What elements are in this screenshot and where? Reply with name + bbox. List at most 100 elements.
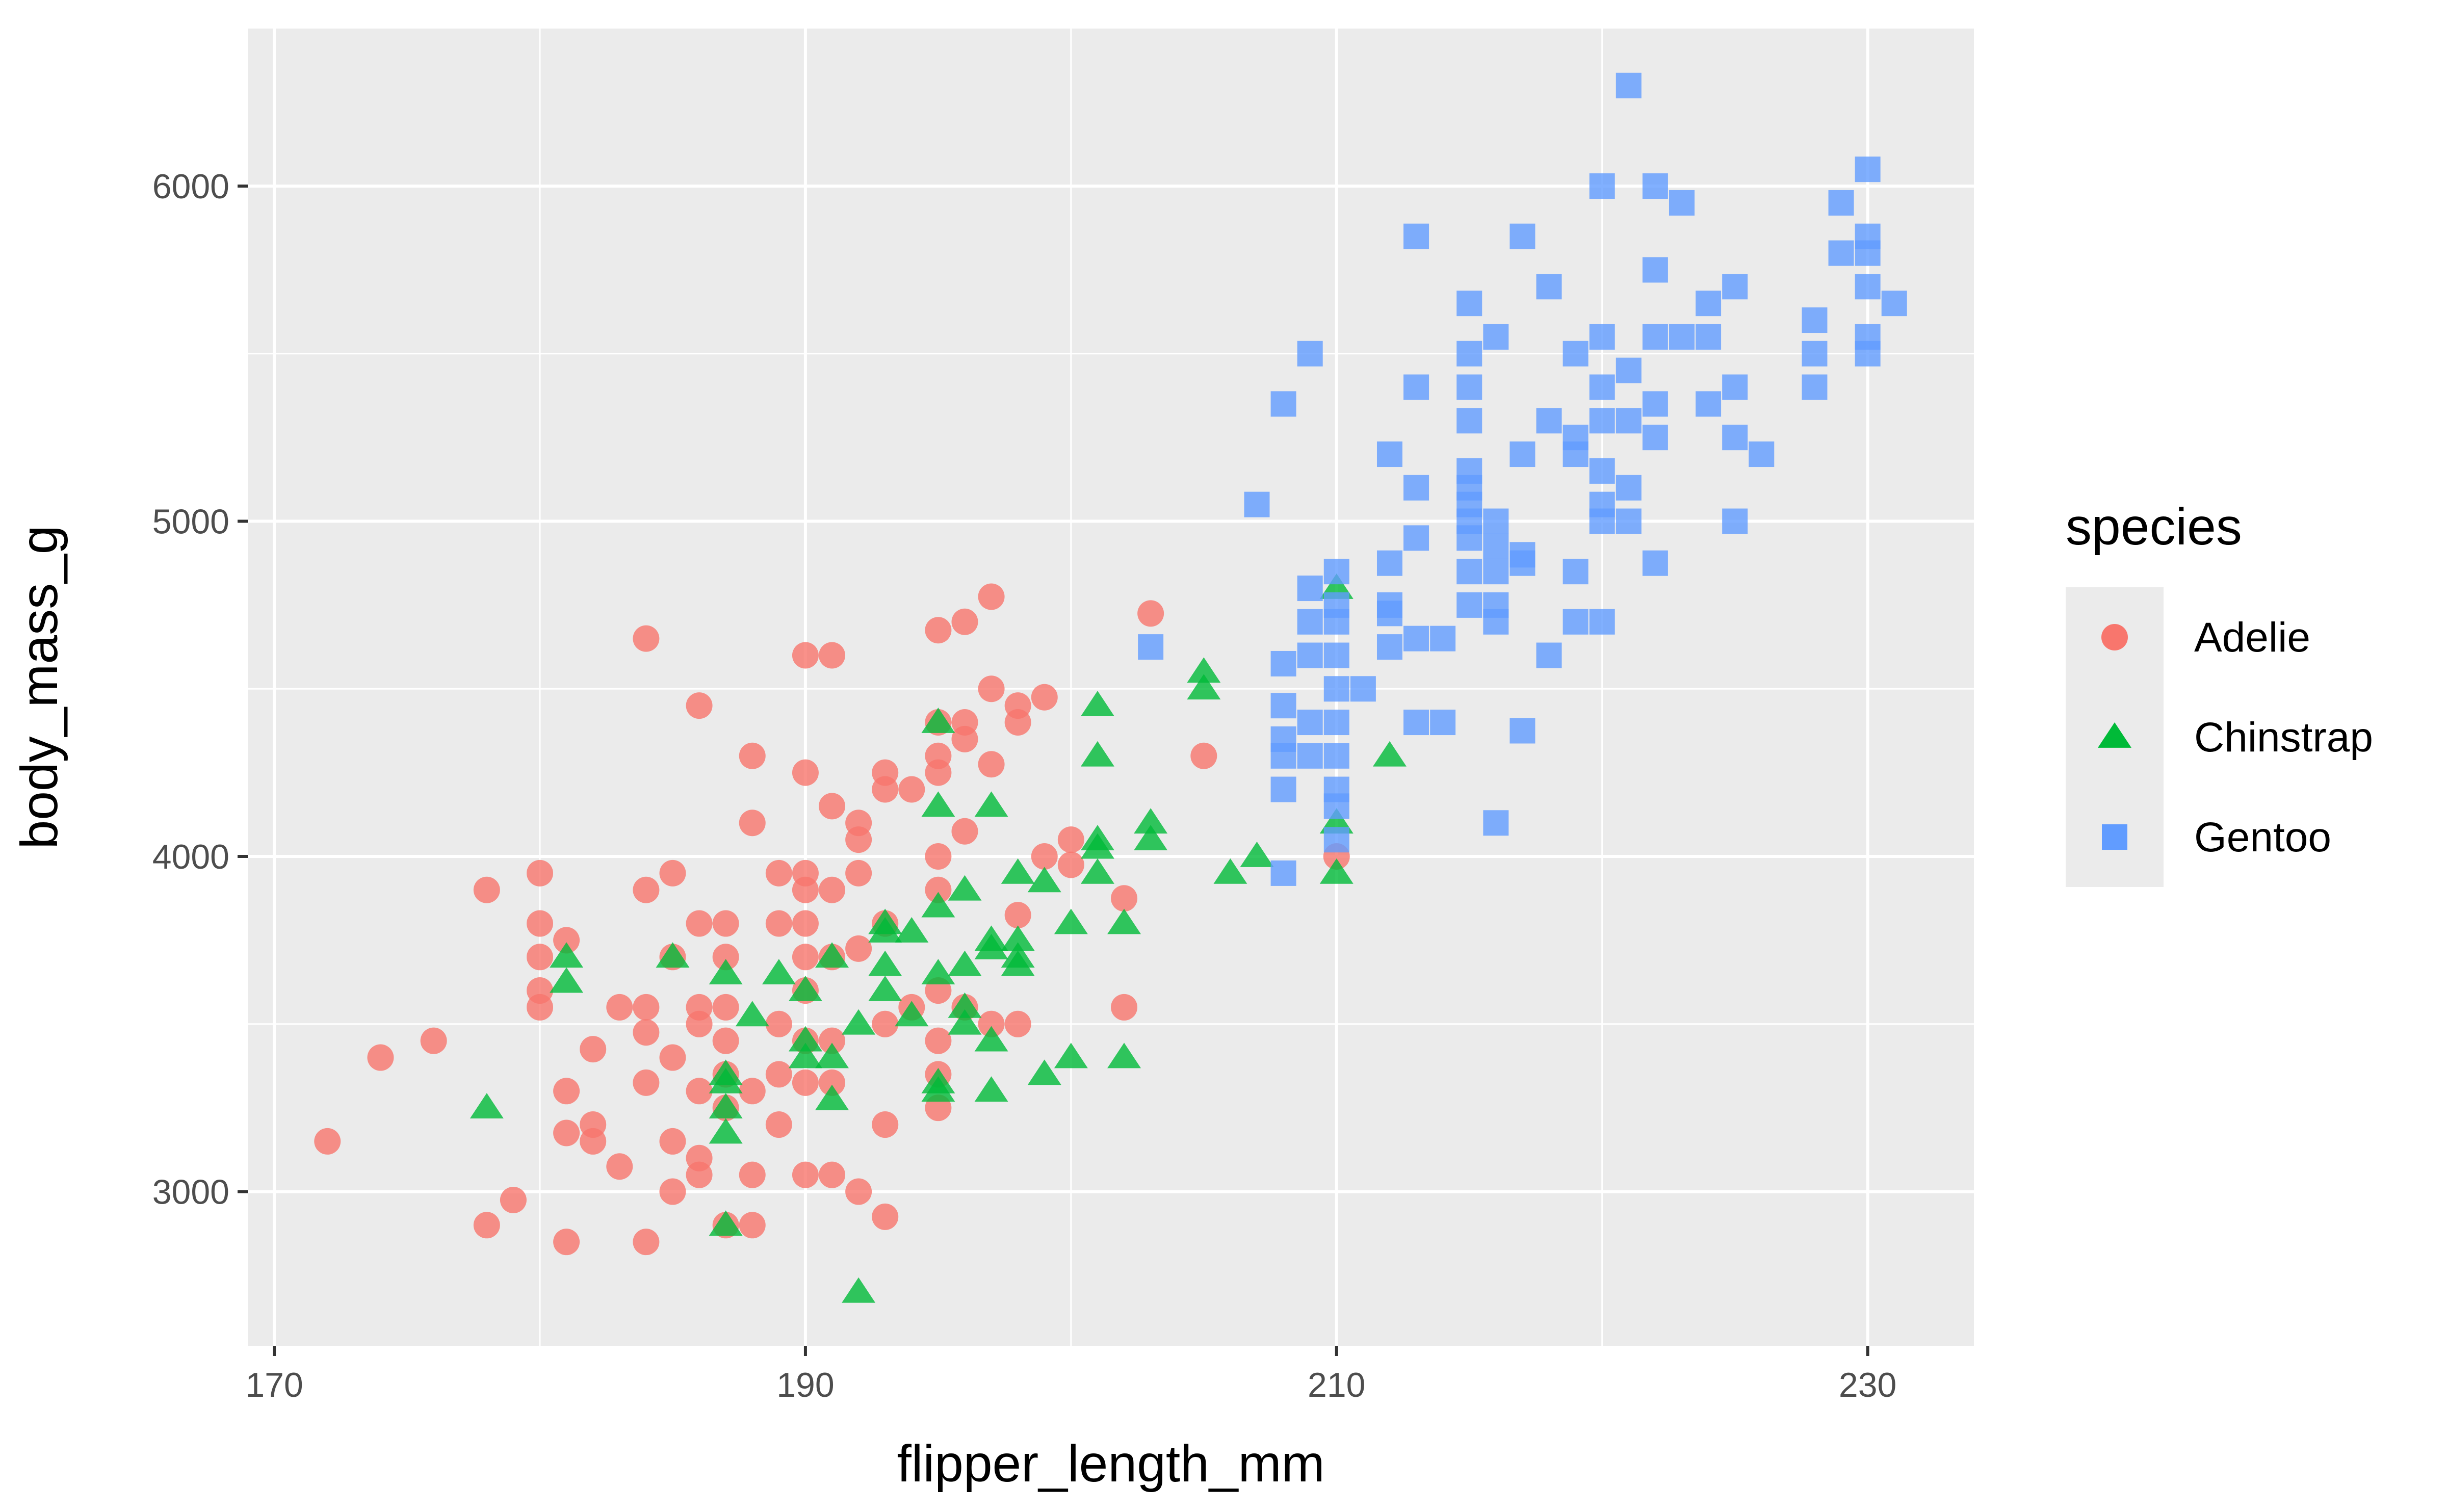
gentoo-point [1350, 676, 1376, 702]
gentoo-point [1589, 508, 1615, 534]
gentoo-point [1563, 609, 1589, 635]
gentoo-point [1642, 391, 1668, 417]
chinstrap-point [1080, 741, 1114, 767]
chinstrap-point [815, 1042, 849, 1068]
chinstrap-point [1027, 867, 1061, 893]
gentoo-point [1696, 291, 1722, 317]
adelie-point [1031, 684, 1058, 711]
gentoo-point [1828, 190, 1854, 216]
gentoo-point [1563, 341, 1589, 367]
legend-item-chinstrap: Chinstrap [2098, 714, 2373, 761]
gentoo-point [1483, 810, 1509, 836]
adelie-point [978, 1010, 1005, 1037]
adelie-point [819, 642, 846, 669]
adelie-point [872, 1010, 899, 1037]
x-tick-label: 170 [245, 1366, 303, 1404]
gentoo-point [1456, 592, 1482, 618]
gentoo-point [1403, 475, 1429, 501]
series-adelie [314, 583, 1350, 1256]
chinstrap-point [550, 942, 584, 968]
x-axis-title: flipper_length_mm [897, 1435, 1324, 1493]
gentoo-point [1642, 550, 1668, 576]
y-tick-label: 5000 [152, 503, 229, 541]
chinstrap-point [1240, 842, 1274, 867]
chinstrap-point [921, 892, 955, 918]
adelie-point [686, 692, 713, 719]
gentoo-point [1456, 559, 1482, 585]
chinstrap-point [1213, 858, 1247, 884]
adelie-point [925, 759, 952, 786]
chinstrap-point [788, 976, 822, 1001]
gentoo-point [1270, 391, 1296, 417]
gentoo-point [1828, 240, 1854, 266]
chinstrap-point [1319, 858, 1353, 884]
gentoo-point [1456, 374, 1482, 400]
adelie-point [606, 994, 633, 1021]
adelie-point [819, 793, 846, 820]
gentoo-point [1297, 576, 1323, 602]
adelie-point [872, 1111, 899, 1138]
adelie-point [765, 1111, 792, 1138]
gentoo-point [1456, 408, 1482, 434]
gentoo-point [1323, 827, 1349, 853]
gentoo-point [1642, 324, 1668, 350]
gentoo-point [1536, 408, 1562, 434]
gentoo-point [1616, 72, 1642, 98]
chinstrap-point [974, 933, 1008, 959]
chinstrap-point [948, 1009, 982, 1035]
chinstrap-point [868, 976, 902, 1001]
gentoo-point [1270, 743, 1296, 769]
gentoo-point [1483, 533, 1509, 559]
y-tick-label: 6000 [152, 167, 229, 206]
adelie-point [792, 759, 819, 786]
gentoo-point [1802, 307, 1828, 333]
x-tick-label: 190 [776, 1366, 834, 1404]
gentoo-point [1802, 374, 1828, 400]
chinstrap-point [709, 1093, 743, 1119]
chinstrap-point [1001, 925, 1035, 951]
gentoo-point [1855, 240, 1881, 266]
legend-label: Adelie [2194, 614, 2310, 661]
chinstrap-point [709, 1210, 743, 1236]
adelie-point [686, 1010, 713, 1037]
gentoo-point [1323, 559, 1349, 585]
adelie-point [739, 1161, 766, 1188]
gentoo-point [1270, 693, 1296, 719]
gentoo-point [1376, 634, 1402, 660]
gentoo-point [1616, 475, 1642, 501]
legend-key-gentoo [2102, 824, 2127, 850]
chinstrap-point [1080, 691, 1114, 717]
gentoo-point [1642, 173, 1668, 199]
legend: species Adelie Chinstrap Gentoo [2066, 498, 2373, 887]
adelie-point [633, 1229, 660, 1256]
chinstrap-point [815, 942, 849, 968]
gentoo-point [1589, 324, 1615, 350]
gentoo-point [1642, 257, 1668, 283]
chinstrap-point [1187, 657, 1221, 683]
adelie-point [553, 1229, 580, 1256]
gentoo-point [1881, 291, 1907, 317]
adelie-point [792, 944, 819, 971]
gentoo-point [1696, 324, 1722, 350]
gentoo-point [1483, 609, 1509, 635]
chinstrap-point [1187, 674, 1221, 700]
chinstrap-point [895, 917, 929, 943]
adelie-point [765, 910, 792, 937]
chinstrap-point [1134, 825, 1168, 851]
gentoo-point [1270, 650, 1296, 676]
gentoo-point [1509, 223, 1535, 249]
gentoo-point [1509, 550, 1535, 576]
gentoo-point [1403, 710, 1429, 736]
x-axis-ticks: 170 190 210 230 [245, 1346, 1896, 1404]
adelie-point [978, 675, 1005, 702]
y-tick-label: 4000 [152, 838, 229, 876]
adelie-point [367, 1044, 394, 1071]
y-axis-title: body_mass_g [10, 525, 68, 849]
adelie-point [739, 742, 766, 769]
adelie-point [527, 910, 554, 937]
adelie-point [792, 1161, 819, 1188]
adelie-point [1057, 851, 1084, 878]
gentoo-point [1669, 190, 1695, 216]
chinstrap-point [921, 791, 955, 817]
adelie-point [925, 876, 952, 903]
